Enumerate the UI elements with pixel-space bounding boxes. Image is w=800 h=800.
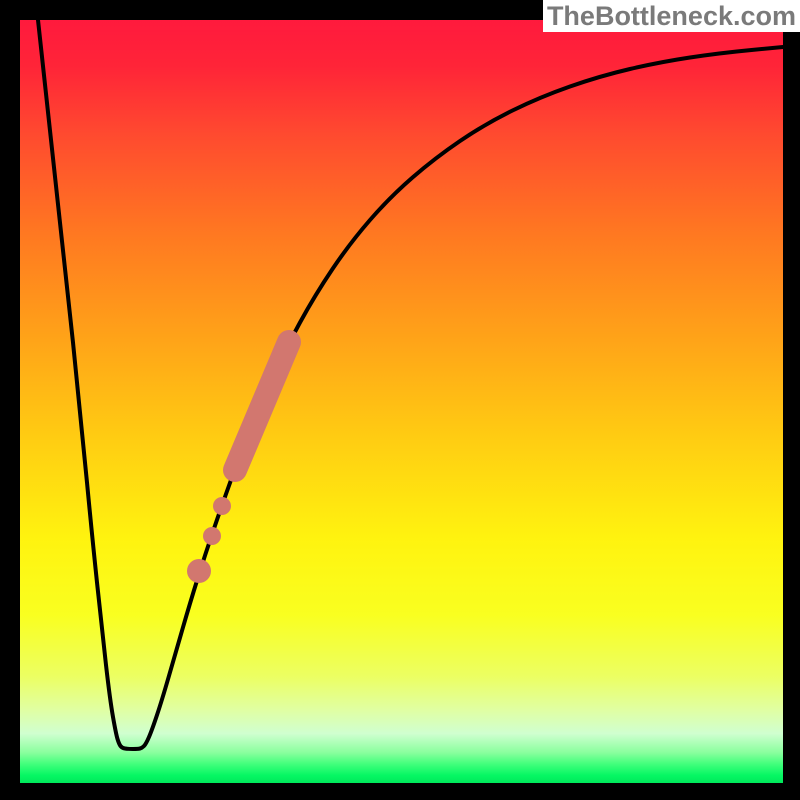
highlight-dot [213,497,231,515]
highlight-dot [187,559,211,583]
highlight-segment [235,342,289,470]
plot-svg [20,20,783,783]
bottleneck-curve [38,20,783,749]
highlight-markers [187,342,289,583]
highlight-dot [203,527,221,545]
plot-area [20,20,783,783]
chart-container: TheBottleneck.com [0,0,800,800]
watermark: TheBottleneck.com [543,0,800,32]
watermark-text: TheBottleneck.com [547,1,796,31]
